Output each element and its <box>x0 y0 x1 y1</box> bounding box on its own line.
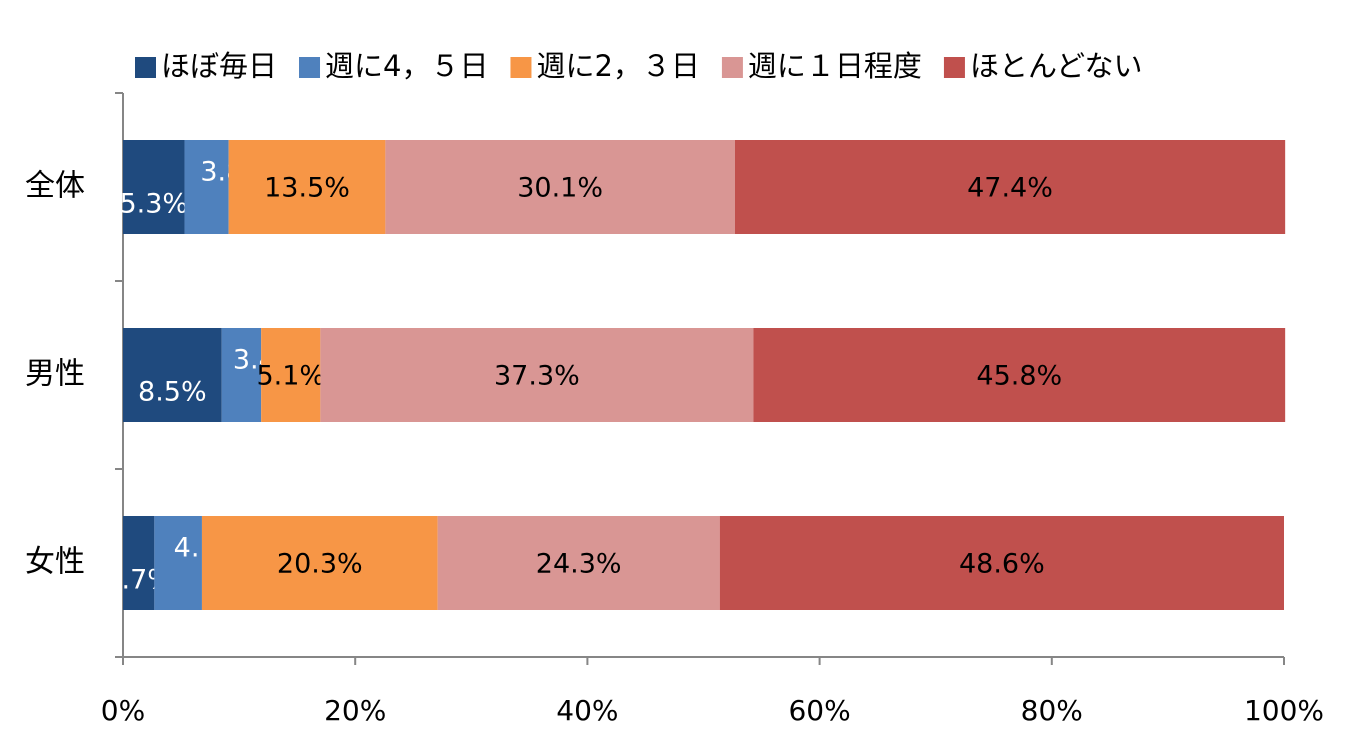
value-label: 20.3% <box>277 549 363 580</box>
value-label: 37.3% <box>494 361 580 392</box>
value-label: 5.3% <box>119 189 188 220</box>
bar-segment <box>221 328 262 422</box>
legend-label: 週に4，５日 <box>325 49 488 83</box>
bar-segment <box>753 328 1286 422</box>
bar-segment <box>123 328 222 422</box>
bar-segment <box>184 140 229 234</box>
legend-marker <box>721 57 743 78</box>
value-label: 8.5% <box>138 377 207 408</box>
legend-marker <box>510 57 532 78</box>
legend-label: ほとんどない <box>970 49 1143 83</box>
category-label: 女性 <box>25 545 85 580</box>
x-tick-label: 80% <box>1021 694 1083 727</box>
bar-segment <box>201 516 438 610</box>
value-label: 5.1% <box>256 361 325 392</box>
bar-segment <box>385 140 735 234</box>
x-tick-label: 20% <box>324 694 386 727</box>
x-tick-label: 60% <box>788 694 850 727</box>
legend-label: ほぼ毎日 <box>161 49 277 83</box>
bar-segment <box>320 328 754 422</box>
bar-segment <box>228 140 386 234</box>
x-tick-label: 40% <box>556 694 618 727</box>
bar-segment <box>437 516 720 610</box>
bar-segment <box>734 140 1286 234</box>
bar-segment <box>154 516 202 610</box>
value-label: 45.8% <box>976 361 1062 392</box>
value-label: 47.4% <box>967 173 1053 204</box>
category-label: 男性 <box>25 357 85 392</box>
bar-segment <box>123 516 155 610</box>
category-label: 全体 <box>25 169 85 204</box>
bar-segment <box>719 516 1284 610</box>
legend-label: 週に１日程度 <box>748 49 922 83</box>
x-tick-label: 0% <box>101 694 145 727</box>
legend-marker <box>135 57 156 78</box>
legend-marker <box>299 57 321 78</box>
x-tick-label: 100% <box>1244 694 1324 727</box>
legend-label: 週に2，３日 <box>536 49 699 83</box>
value-label: 48.6% <box>959 549 1045 580</box>
bar-segment <box>261 328 321 422</box>
legend-marker <box>943 57 965 78</box>
value-label: 24.3% <box>536 549 622 580</box>
bar-segment <box>123 140 185 234</box>
value-label: 30.1% <box>517 173 603 204</box>
value-label: 13.5% <box>264 173 350 204</box>
